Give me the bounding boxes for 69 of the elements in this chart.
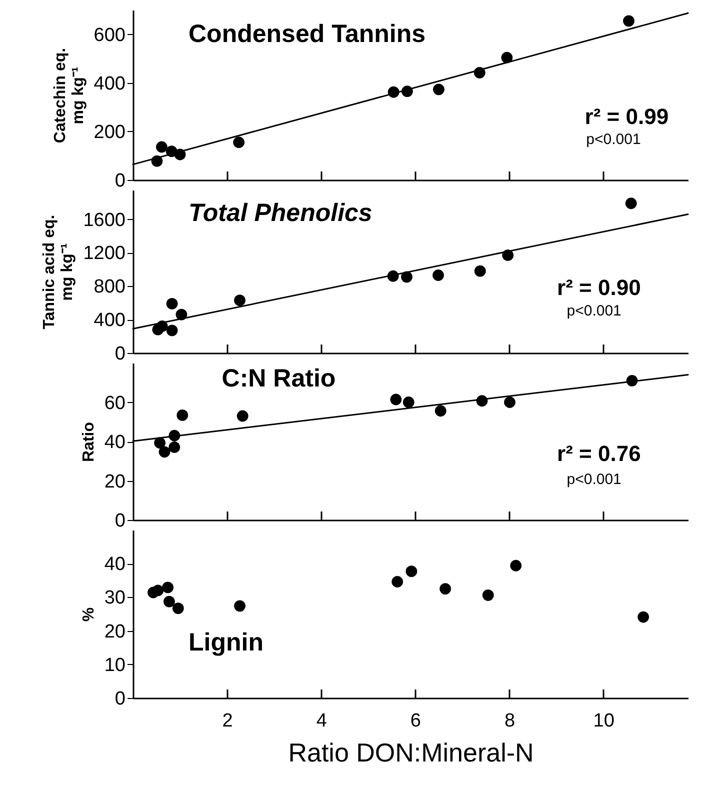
point: [168, 442, 180, 453]
y-axis-title: Tannic acid eq. mg kg⁻¹: [41, 214, 76, 330]
y-tick-label: 800: [94, 276, 126, 298]
y-tick-label: 20: [104, 621, 126, 642]
y-axis-title: Catechin eq. mg kg⁻¹: [52, 48, 87, 144]
point: [474, 265, 486, 277]
point: [390, 394, 402, 406]
y-tick-label: 400: [94, 310, 126, 332]
annotation: r² = 0.90: [557, 274, 641, 300]
point: [152, 584, 164, 596]
y-tick-label: 0: [114, 688, 126, 710]
point: [164, 596, 175, 608]
x-axis-title: Ratio DON:Mineral-N: [288, 738, 534, 768]
chart-title: C:N Ratio: [222, 364, 336, 393]
point: [625, 198, 637, 210]
y-tick-label: 1200: [83, 243, 126, 264]
point: [623, 15, 634, 27]
y-tick-label: 0: [114, 510, 126, 532]
chart-title: Total Phenolics: [188, 198, 372, 227]
y-tick-label: 0: [114, 170, 126, 192]
annotation: p<0.001: [566, 302, 622, 320]
point: [434, 405, 446, 417]
y-tick-label: 10: [104, 654, 126, 676]
y-axis-title: Ratio: [80, 422, 98, 462]
y-tick-label: 60: [104, 392, 126, 414]
point: [510, 560, 522, 572]
annotation: p<0.001: [566, 471, 622, 488]
annotation: r² = 0.99: [584, 104, 669, 130]
text: Lignin: [188, 628, 264, 657]
point: [166, 324, 178, 336]
point: [501, 52, 513, 64]
chart-title: Condensed Tannins: [188, 20, 426, 48]
x-tick-label: 10: [593, 710, 614, 732]
point: [166, 298, 178, 310]
x-tick-label: 6: [410, 710, 421, 732]
point: [638, 611, 650, 623]
y-tick-label: 40: [104, 554, 126, 576]
point: [176, 410, 188, 421]
point: [234, 600, 246, 612]
y-tick-label: 40: [104, 432, 126, 453]
y-tick-label: 200: [94, 122, 126, 143]
point: [233, 136, 245, 148]
point: [162, 582, 174, 594]
y-axis-title: %: [80, 607, 98, 622]
point: [401, 271, 412, 283]
x-tick-label: 4: [316, 710, 328, 732]
point: [158, 446, 170, 458]
point: [440, 583, 452, 594]
point: [402, 396, 414, 408]
point: [482, 589, 494, 601]
x-tick-label: 2: [222, 710, 233, 732]
y-tick-label: 1600: [83, 210, 126, 231]
point: [406, 566, 418, 578]
annotation: r² = 0.76: [557, 441, 641, 466]
y-tick-label: 20: [104, 471, 126, 492]
point: [432, 270, 444, 281]
point: [172, 602, 184, 614]
point: [392, 576, 404, 588]
point: [236, 410, 248, 422]
y-tick-label: 600: [94, 24, 126, 46]
x-tick-label: 8: [504, 710, 516, 732]
y-tick-label: 30: [104, 588, 126, 609]
point: [234, 294, 246, 306]
y-tick-label: 400: [94, 73, 126, 94]
annotation: p<0.001: [586, 131, 641, 148]
y-tick-label: 0: [114, 344, 126, 364]
point: [156, 141, 168, 153]
point: [504, 396, 516, 408]
point: [433, 84, 444, 96]
